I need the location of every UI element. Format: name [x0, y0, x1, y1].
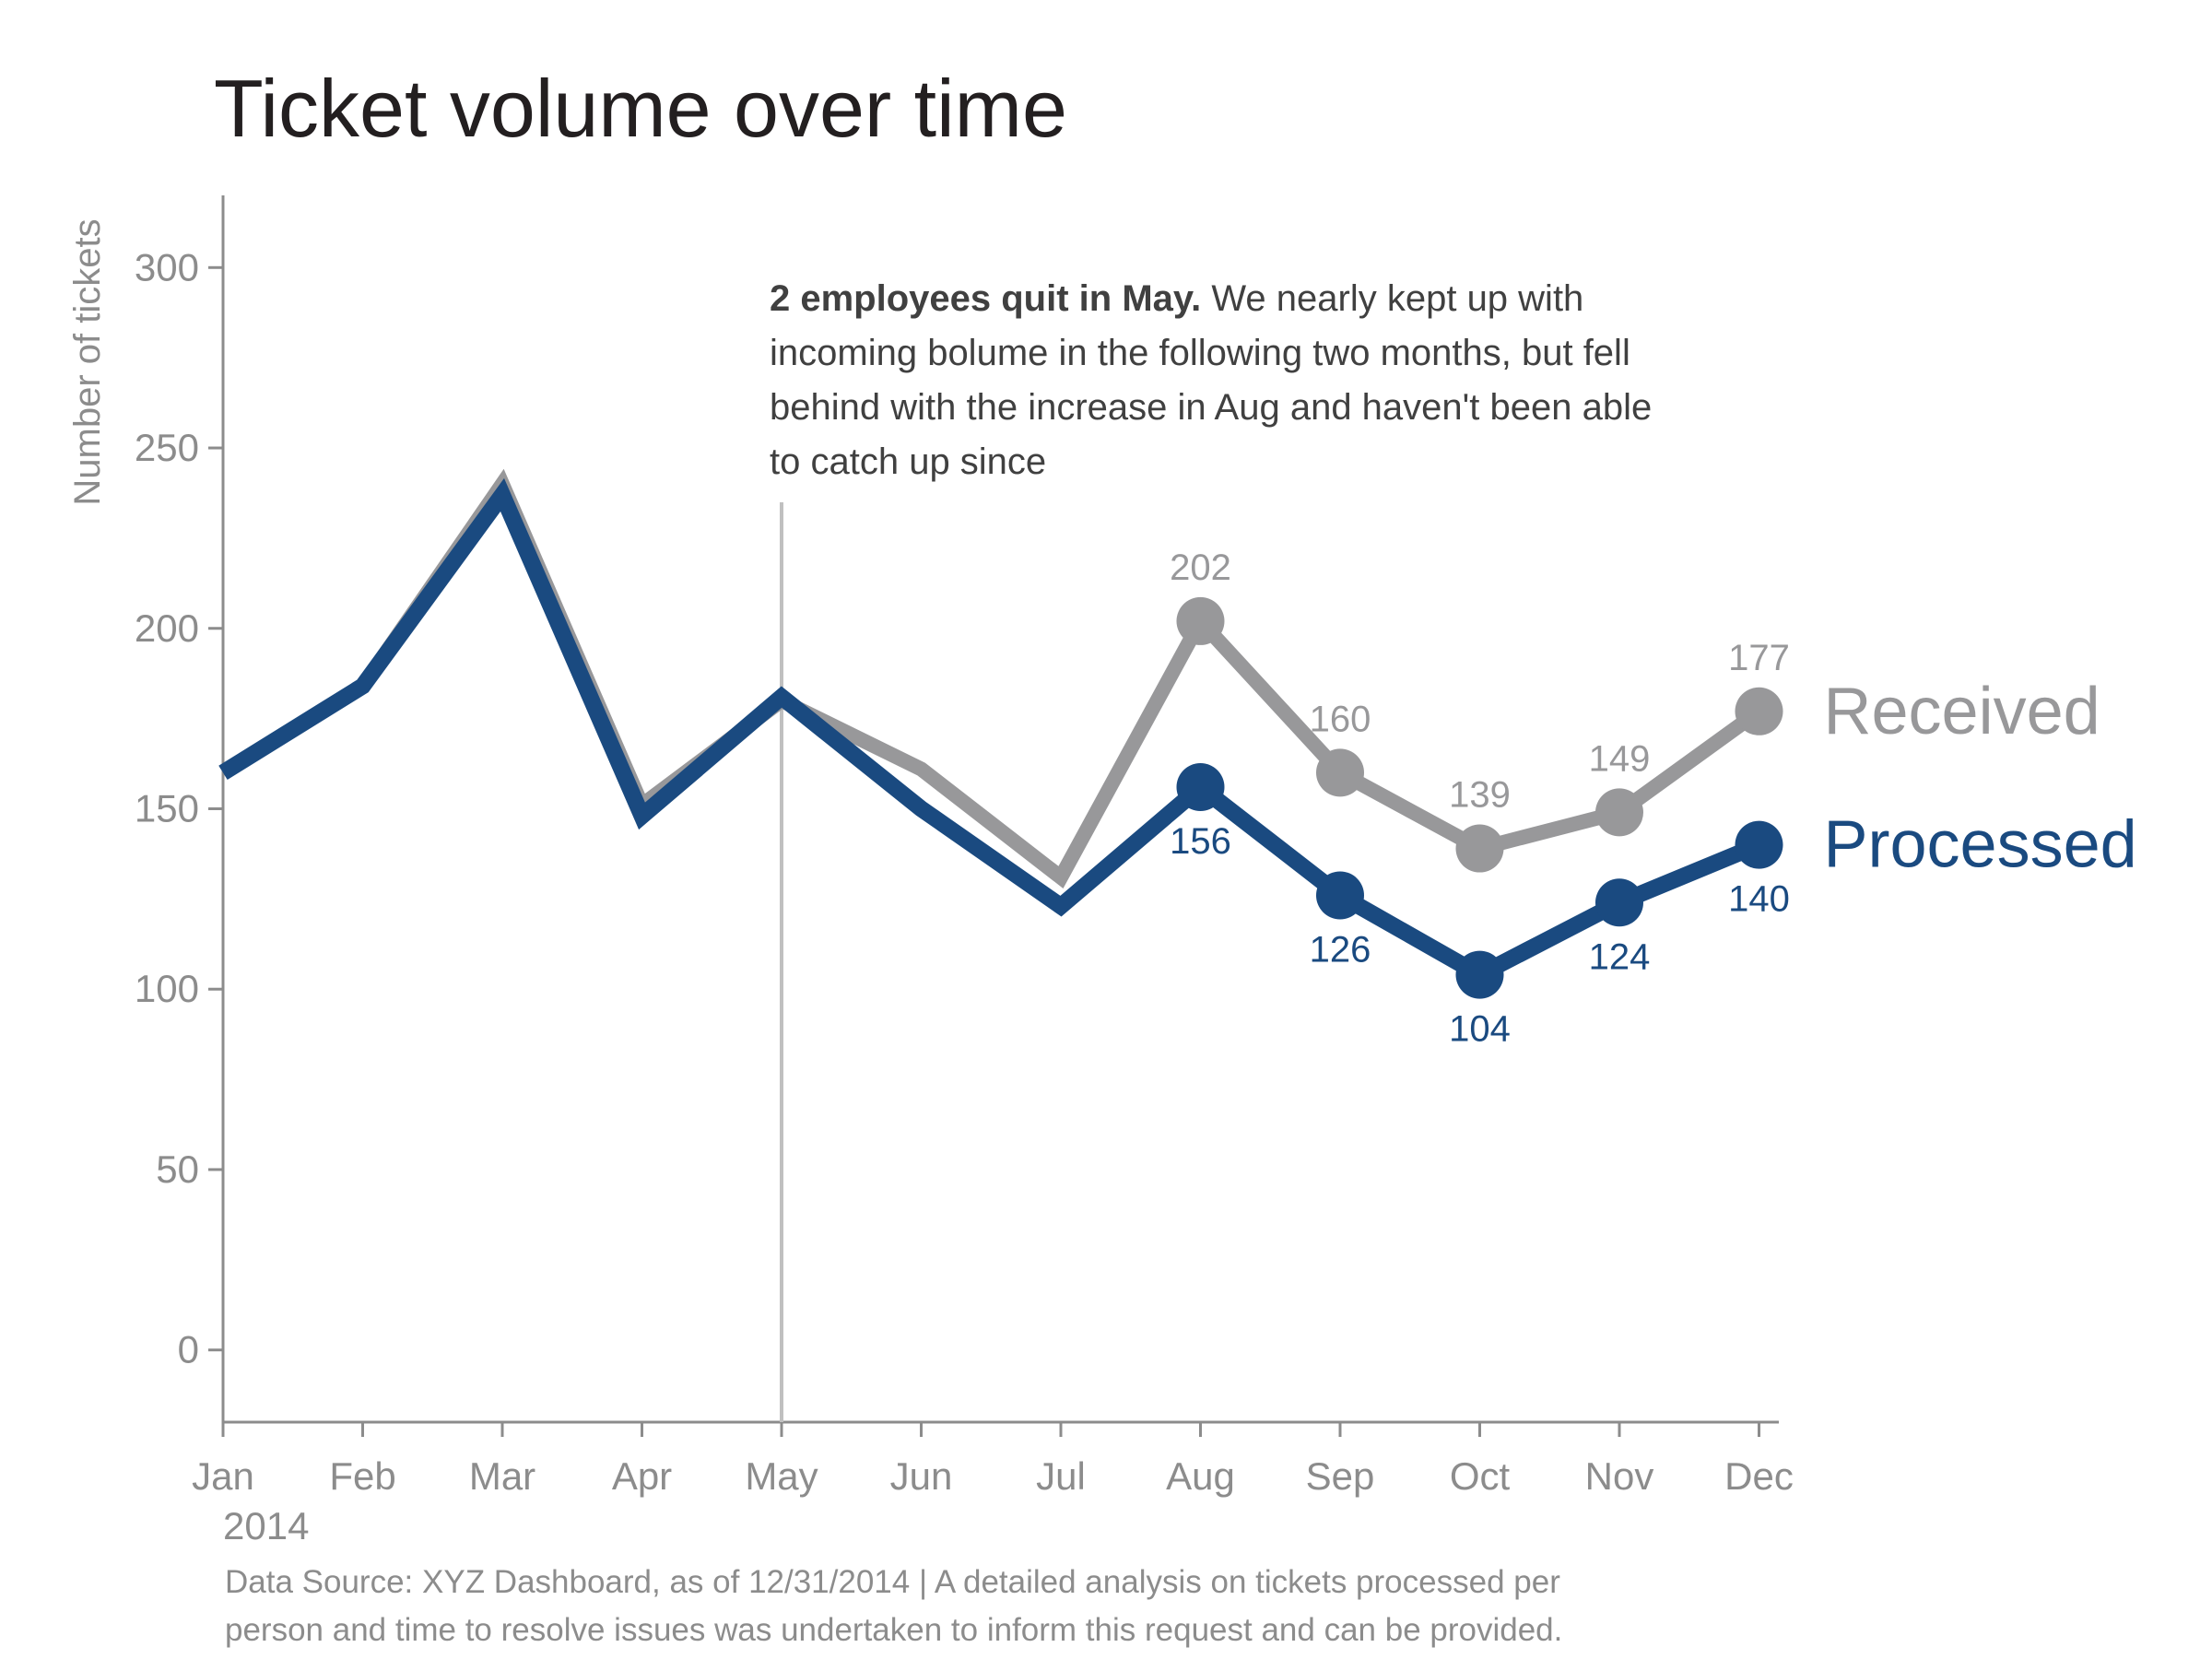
data-point-received: [1176, 596, 1225, 645]
data-point-received: [1455, 824, 1504, 873]
y-axis-title: Number of tickets: [67, 218, 108, 505]
x-tick-label: Nov: [1585, 1454, 1654, 1498]
x-tick-label: Oct: [1450, 1454, 1511, 1498]
data-label-processed: 140: [1728, 879, 1790, 920]
x-tick-label: May: [745, 1454, 818, 1498]
data-label-processed: 126: [1310, 929, 1371, 970]
y-tick-label: 250: [135, 426, 199, 469]
x-tick-label: Mar: [469, 1454, 535, 1498]
chart-title: Ticket volume over time: [214, 63, 1067, 154]
y-tick-label: 100: [135, 967, 199, 1010]
data-point-processed: [1316, 871, 1364, 920]
y-tick-label: 300: [135, 245, 199, 288]
annotation-line-text: incoming bolume in the following two mon…: [770, 333, 1630, 373]
data-label-processed: 124: [1589, 936, 1651, 977]
y-tick-label: 200: [135, 606, 199, 650]
annotation-line-text: behind with the increase in Aug and have…: [770, 387, 1652, 428]
x-tick-label: Dec: [1724, 1454, 1794, 1498]
x-tick-label: Sep: [1306, 1454, 1375, 1498]
data-label-processed: 104: [1449, 1009, 1511, 1050]
x-tick-label: Aug: [1166, 1454, 1235, 1498]
data-label-received: 149: [1589, 738, 1651, 779]
annotation-bold-text: 2 employees quit in May.: [770, 278, 1201, 319]
data-point-received: [1316, 748, 1364, 797]
data-point-processed: [1455, 950, 1504, 999]
data-point-processed: [1176, 763, 1225, 812]
data-label-received: 177: [1728, 638, 1790, 678]
footer-text: person and time to resolve issues was un…: [225, 1612, 1562, 1648]
data-labels: 202 160 139 149 177 156 126 104 124 140 Received Pr…: [1170, 547, 2137, 1050]
x-tick-label: Apr: [612, 1454, 672, 1498]
series-layer: [218, 468, 1783, 999]
series-line-processed: [218, 477, 1762, 984]
x-tick-label: Feb: [329, 1454, 395, 1498]
x-tick-label: Jul: [1036, 1454, 1086, 1498]
data-point-received: [1595, 788, 1643, 837]
axes: 0 50 100 150 200 250 300 Jan Feb Mar Apr May Jun Jul A…: [135, 195, 1794, 1547]
annotation-line-text: 2 employees quit in May. We nearly kept …: [770, 278, 1583, 319]
y-tick-label: 150: [135, 787, 199, 830]
annotation: 2 employees quit in May. We nearly kept …: [770, 278, 1652, 1422]
footer-text: Data Source: XYZ Dashboard, as of 12/31/…: [225, 1564, 1560, 1600]
data-label-received: 202: [1170, 547, 1231, 588]
series-label-processed: Processed: [1824, 808, 2137, 882]
data-label-processed: 156: [1170, 821, 1231, 862]
footer: Data Source: XYZ Dashboard, as of 12/31/…: [225, 1564, 1562, 1648]
annotation-text: We nearly kept up with: [1201, 278, 1583, 319]
data-label-received: 160: [1310, 699, 1371, 739]
x-tick-label: Jan: [192, 1454, 254, 1498]
x-tick-label: Jun: [890, 1454, 953, 1498]
data-point-processed: [1595, 878, 1643, 927]
data-label-received: 139: [1449, 775, 1511, 816]
data-point-received: [1735, 687, 1783, 735]
data-point-processed: [1735, 820, 1783, 869]
y-tick-label: 50: [156, 1147, 199, 1191]
annotation-line-text: to catch up since: [770, 441, 1046, 482]
x-sublabel: 2014: [223, 1504, 309, 1547]
series-line-received: [218, 468, 1764, 888]
series-label-received: Received: [1824, 675, 2100, 748]
y-tick-label: 0: [178, 1328, 199, 1371]
